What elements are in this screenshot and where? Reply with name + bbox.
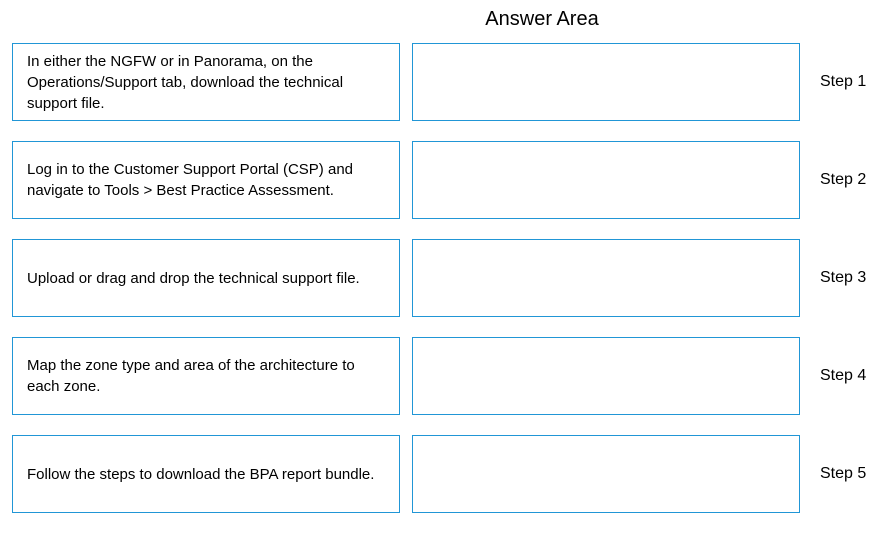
- row-3: Upload or drag and drop the technical su…: [12, 239, 872, 317]
- drop-target-2[interactable]: [412, 141, 800, 219]
- source-item-1[interactable]: In either the NGFW or in Panorama, on th…: [12, 43, 400, 121]
- row-1: In either the NGFW or in Panorama, on th…: [12, 43, 872, 121]
- drop-target-1[interactable]: [412, 43, 800, 121]
- row-5: Follow the steps to download the BPA rep…: [12, 435, 872, 513]
- drop-target-5[interactable]: [412, 435, 800, 513]
- step-label-4: Step 4: [820, 367, 866, 385]
- drop-target-4[interactable]: [412, 337, 800, 415]
- source-item-4[interactable]: Map the zone type and area of the archit…: [12, 337, 400, 415]
- source-text-1: In either the NGFW or in Panorama, on th…: [27, 51, 385, 114]
- source-item-3[interactable]: Upload or drag and drop the technical su…: [12, 239, 400, 317]
- step-label-2: Step 2: [820, 171, 866, 189]
- step-label-5: Step 5: [820, 465, 866, 483]
- source-text-4: Map the zone type and area of the archit…: [27, 355, 385, 397]
- step-label-3: Step 3: [820, 269, 866, 287]
- answer-area-title: Answer Area: [342, 8, 742, 31]
- source-text-5: Follow the steps to download the BPA rep…: [27, 464, 374, 485]
- source-item-2[interactable]: Log in to the Customer Support Portal (C…: [12, 141, 400, 219]
- step-label-1: Step 1: [820, 73, 866, 91]
- source-text-2: Log in to the Customer Support Portal (C…: [27, 159, 385, 201]
- row-4: Map the zone type and area of the archit…: [12, 337, 872, 415]
- source-text-3: Upload or drag and drop the technical su…: [27, 268, 360, 289]
- source-item-5[interactable]: Follow the steps to download the BPA rep…: [12, 435, 400, 513]
- row-2: Log in to the Customer Support Portal (C…: [12, 141, 872, 219]
- rows-container: In either the NGFW or in Panorama, on th…: [12, 43, 872, 513]
- drop-target-3[interactable]: [412, 239, 800, 317]
